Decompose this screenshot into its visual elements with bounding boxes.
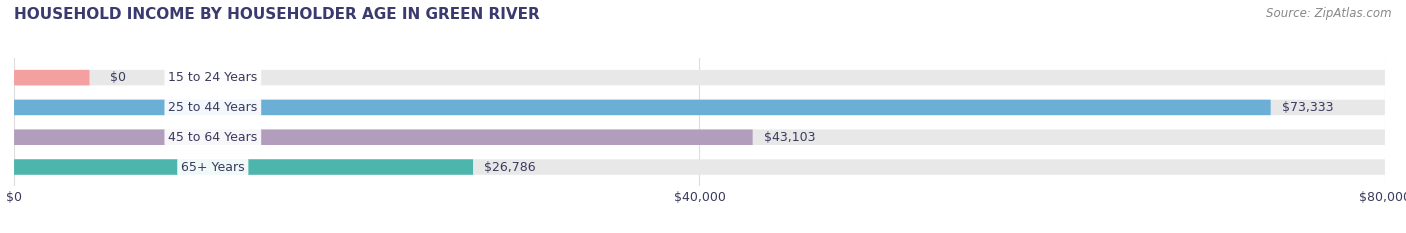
Text: 25 to 44 Years: 25 to 44 Years <box>169 101 257 114</box>
FancyBboxPatch shape <box>14 70 1385 85</box>
FancyBboxPatch shape <box>14 70 90 85</box>
FancyBboxPatch shape <box>14 159 472 175</box>
Text: $43,103: $43,103 <box>763 131 815 144</box>
FancyBboxPatch shape <box>14 159 1385 175</box>
Text: $26,786: $26,786 <box>484 161 536 174</box>
FancyBboxPatch shape <box>14 100 1271 115</box>
Text: $0: $0 <box>110 71 127 84</box>
Text: $73,333: $73,333 <box>1282 101 1333 114</box>
FancyBboxPatch shape <box>14 100 1385 115</box>
Text: 15 to 24 Years: 15 to 24 Years <box>169 71 257 84</box>
FancyBboxPatch shape <box>14 130 1385 145</box>
Text: 45 to 64 Years: 45 to 64 Years <box>169 131 257 144</box>
Text: HOUSEHOLD INCOME BY HOUSEHOLDER AGE IN GREEN RIVER: HOUSEHOLD INCOME BY HOUSEHOLDER AGE IN G… <box>14 7 540 22</box>
FancyBboxPatch shape <box>14 130 752 145</box>
Text: Source: ZipAtlas.com: Source: ZipAtlas.com <box>1267 7 1392 20</box>
Text: 65+ Years: 65+ Years <box>181 161 245 174</box>
